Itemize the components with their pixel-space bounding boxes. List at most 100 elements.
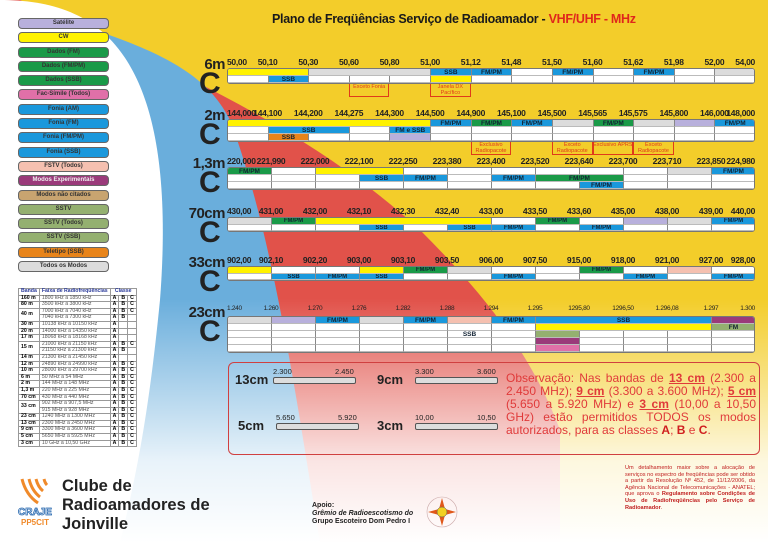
band-segment <box>593 76 635 83</box>
microwave-bar <box>276 423 359 430</box>
band-segment <box>668 267 712 274</box>
band-segment <box>512 134 553 141</box>
band-segment <box>272 317 316 324</box>
class-cell: B <box>118 314 129 322</box>
band-segment <box>634 127 675 134</box>
band-segment: SSB <box>360 224 404 231</box>
band-segment <box>448 338 492 345</box>
exception-arrow <box>470 142 512 155</box>
frequency-tick-label: 50,80 <box>379 57 400 67</box>
band-segment <box>593 127 635 134</box>
band-segment <box>624 168 668 175</box>
table-row: 70 cm 430 MHz a 440 MHz A B C <box>18 393 137 402</box>
band-segment <box>316 175 360 182</box>
band-segment <box>674 120 716 127</box>
band-cell: 3 cm <box>18 439 40 448</box>
band-segment: FM/PM <box>492 175 536 182</box>
band-segment <box>272 331 316 338</box>
band-segment <box>272 224 316 231</box>
band-segment <box>536 331 580 338</box>
band-segment <box>593 134 635 141</box>
band-bar: FM/PM FM/PM SSB FM/PM SSB FM/PM FM/PM FM/PM <box>227 266 755 281</box>
frequency-tick-label: 435,00 <box>610 206 636 216</box>
table-row: 17 m 18068 kHz a 18168 kHz A <box>18 334 137 342</box>
band-label: 2m <box>204 107 225 124</box>
band-segment <box>634 76 675 83</box>
band-segment: FM/PM <box>404 175 448 182</box>
frequency-tick-label: 223,520 <box>520 156 550 166</box>
band-segment <box>552 127 594 134</box>
band-segment: SSB <box>431 69 472 76</box>
frequency-tick-label: 1.240 <box>227 305 242 312</box>
band-segment <box>448 317 492 324</box>
band-segment <box>580 218 624 225</box>
frequency-tick-label: 54,00 <box>735 57 755 67</box>
band-segment <box>448 267 492 274</box>
class-c-marker: C <box>199 166 221 199</box>
band-segment <box>228 175 272 182</box>
frequency-tick-label: 907,50 <box>522 255 548 265</box>
band-segment <box>492 168 536 175</box>
frequency-tick-label: 144,900 <box>456 108 486 118</box>
frequency-tick-label: 224,980 <box>726 156 755 166</box>
band-segment: FM e SSB <box>390 127 432 134</box>
band-segment <box>228 331 272 338</box>
band-segment <box>624 224 668 231</box>
frequency-tick-label: 902,00 <box>227 255 252 265</box>
band-segment: FM/PM <box>624 273 668 280</box>
band-segment: FM/PM <box>471 120 513 127</box>
band-segment <box>668 331 712 338</box>
microwave-band-label: 13cm <box>235 372 269 387</box>
band-class-table: Banda Faixa de Radiofreqüências Classe 160 … <box>18 288 137 448</box>
band-segment <box>448 345 492 352</box>
frequency-tick-label: 51,50 <box>542 57 562 67</box>
legend-item: Fonia (FM) <box>18 118 109 130</box>
exception-arrow <box>348 84 390 97</box>
band-segment <box>360 182 404 189</box>
frequency-tick-label: 431,00 <box>258 206 284 216</box>
exception-note: Janela DX Pacífico <box>437 84 464 96</box>
legend-item: Dados (FM/PM) <box>18 60 109 72</box>
band-segment <box>580 338 624 345</box>
band-segment: FM/PM <box>536 218 580 225</box>
frequency-tick-label: 432,40 <box>434 206 460 216</box>
band-segment: SSB <box>268 76 310 83</box>
band-segment <box>712 345 754 352</box>
frequency-tick-label: 222,000 <box>300 156 330 166</box>
frequency-tick-label: 145,500 <box>537 108 567 118</box>
band-label: 33cm <box>188 254 226 271</box>
observation-text: Observação: Nas bandas de 13 cm (2.300 a… <box>506 371 756 437</box>
frequency-tick-label: 51,12 <box>460 57 481 67</box>
microwave-high: 5.920 <box>338 413 357 422</box>
class-c-marker: C <box>199 315 221 348</box>
frequency-tick-label: 1.270 <box>307 305 323 312</box>
band-segment: FM/PM <box>536 175 624 182</box>
frequency-tick-label: 50,10 <box>257 57 278 67</box>
band-segment: FM/PM <box>712 218 754 225</box>
band-segment <box>624 175 668 182</box>
band-segment <box>668 182 712 189</box>
band-segment <box>272 175 316 182</box>
frequency-tick-label: 903,50 <box>434 255 460 265</box>
band-segment <box>552 120 594 127</box>
legend-item: Fonia (SSB) <box>18 146 109 158</box>
frequency-tick-label: 220,000 <box>227 156 256 166</box>
band-segment: FM/PM <box>492 317 536 324</box>
band-segment <box>349 134 391 141</box>
microwave-band-label: 5cm <box>238 418 265 433</box>
legend-item: SSTV (Todos) <box>18 218 109 230</box>
band-segment: FM/PM <box>492 273 536 280</box>
band-segment <box>228 338 272 345</box>
band-cell: 17 m <box>18 334 40 342</box>
band-segment <box>390 76 432 83</box>
band-segment <box>512 69 553 76</box>
band-segment <box>316 182 360 189</box>
frequency-tick-label: 50,60 <box>338 57 359 67</box>
band-segment <box>448 182 492 189</box>
band-cell: 80 m <box>18 301 40 309</box>
band-segment <box>431 134 472 141</box>
band-segment <box>624 338 668 345</box>
frequency-tick-label: 144,200 <box>293 108 323 118</box>
band-segment <box>492 338 536 345</box>
frequency-tick-label: 1.296,08 <box>655 305 679 312</box>
